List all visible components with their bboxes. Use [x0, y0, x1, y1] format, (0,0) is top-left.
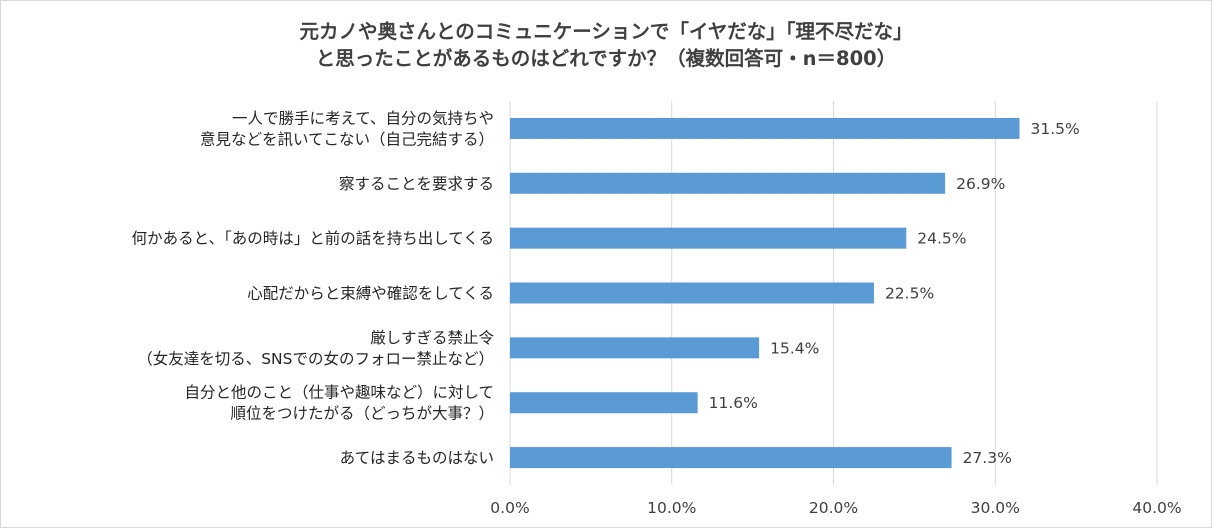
bar-6	[510, 447, 952, 469]
category-label-6: あてはまるものはない	[340, 449, 494, 467]
category-label-3: 心配だからと束縛や確認をしてくる	[247, 285, 494, 303]
chart-title-line-2: と思ったことがあるものはどれですか？（複数回答可・n＝800）	[315, 47, 897, 70]
value-label-0: 31.5%	[1031, 120, 1080, 138]
category-label-4-line-1: （女友達を切る、SNSでの女のフォロー禁止など）	[137, 349, 494, 368]
category-label-5-line-1: 順位をつけたがる（どっちが大事？）	[230, 405, 494, 423]
x-tick-label-0: 0.0%	[490, 499, 529, 517]
category-label-1: 察することを要求する	[339, 175, 494, 193]
bar-5	[510, 392, 698, 414]
bar-0	[510, 117, 1020, 139]
value-label-6: 27.3%	[963, 449, 1012, 467]
bar-2	[510, 227, 907, 249]
bar-4	[510, 337, 760, 359]
category-label-0-line-0: 一人で勝手に考えて、自分の気持ちや	[232, 109, 494, 127]
value-label-1: 26.9%	[956, 175, 1005, 193]
bar-1	[510, 172, 946, 194]
x-tick-label-2: 20.0%	[809, 499, 858, 517]
value-label-5: 11.6%	[709, 394, 758, 412]
chart-title: 元カノや奥さんとのコミュニケーションで「イヤだな」「理不尽だな」 と思ったことが…	[0, 18, 1212, 72]
x-tick-label-3: 30.0%	[971, 499, 1020, 517]
x-tick-label-4: 40.0%	[1132, 499, 1181, 517]
value-label-4: 15.4%	[770, 339, 819, 357]
chart-title-line-1: 元カノや奥さんとのコミュニケーションで「イヤだな」「理不尽だな」	[299, 20, 913, 43]
x-tick-label-1: 10.0%	[647, 499, 696, 517]
value-label-3: 22.5%	[885, 285, 934, 303]
value-label-2: 24.5%	[917, 230, 966, 248]
category-label-0-line-1: 意見などを訊いてこない（自己完結する）	[200, 129, 494, 148]
category-label-4-line-0: 厳しすぎる禁止令	[370, 329, 494, 347]
category-label-5-line-0: 自分と他のこと（仕事や趣味など）に対して	[184, 384, 494, 402]
category-label-2: 何かあると、「あの時は」と前の話を持ち出してくる	[132, 230, 494, 248]
bar-3	[510, 282, 874, 304]
